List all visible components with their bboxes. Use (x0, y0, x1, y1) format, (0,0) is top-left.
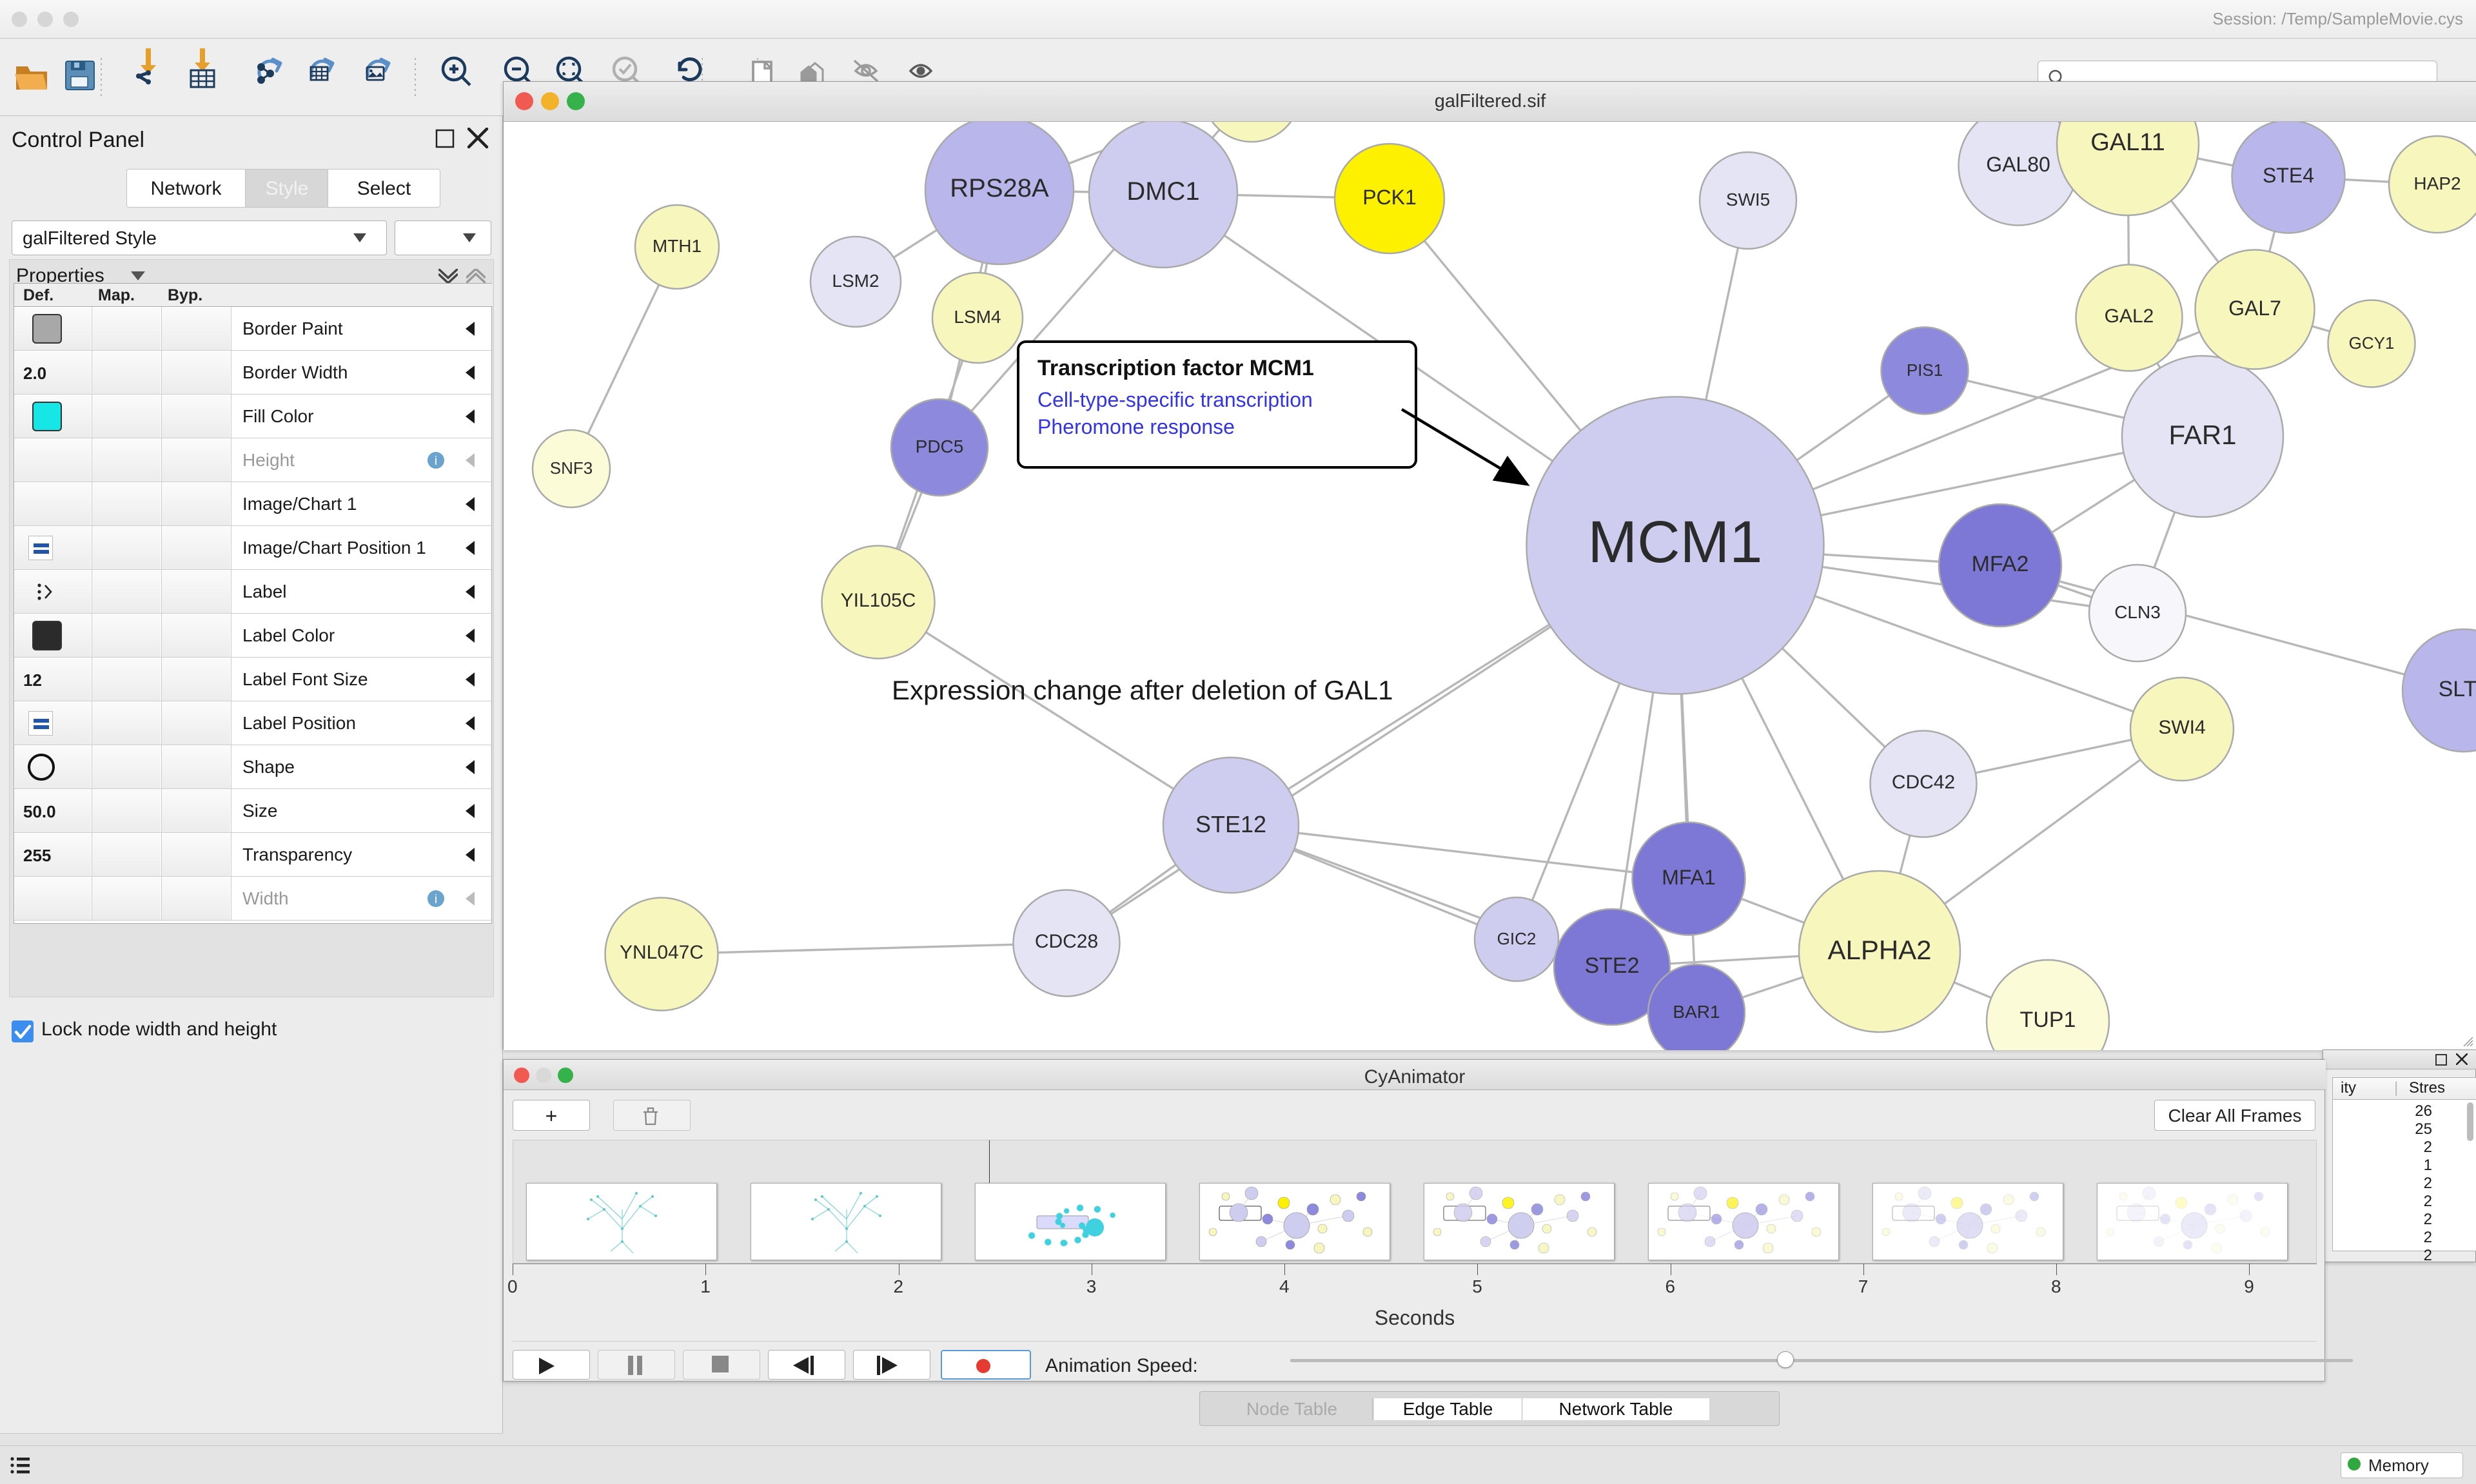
svg-text:i: i (435, 893, 437, 906)
svg-text:i: i (435, 454, 437, 468)
